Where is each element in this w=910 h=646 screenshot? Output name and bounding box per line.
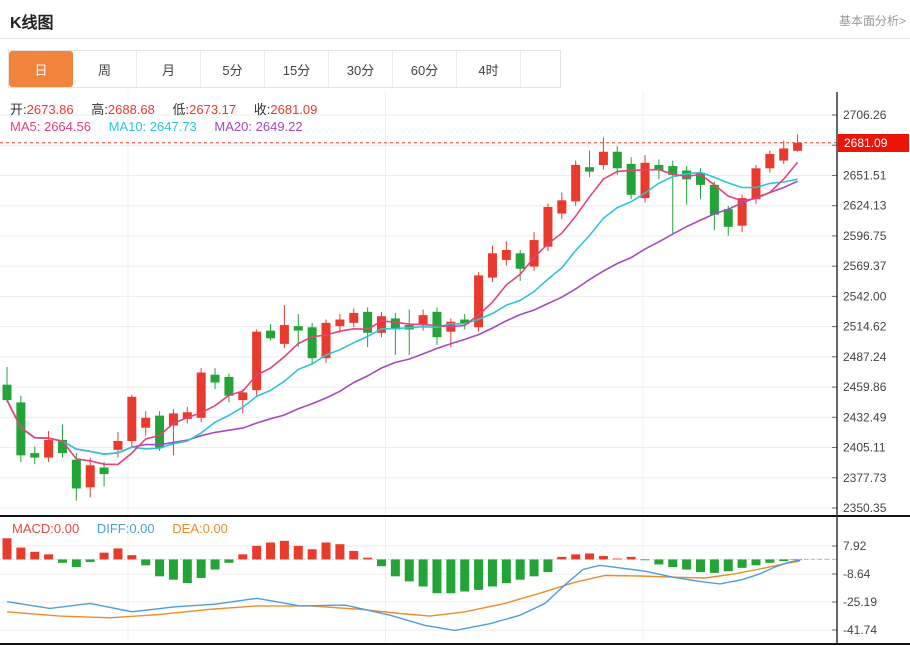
low-label: 低: [172,102,190,117]
svg-text:2377.73: 2377.73 [843,471,887,485]
fundamental-analysis-link[interactable]: 基本面分析> [838,14,906,28]
svg-text:2514.62: 2514.62 [843,320,887,334]
ma20-value: 2649.22 [255,119,303,134]
svg-text:2487.24: 2487.24 [843,350,887,364]
svg-text:2651.51: 2651.51 [843,168,887,182]
close-label: 收: [253,102,271,117]
low-value: 2673.17 [189,102,237,117]
period-tab-bar: 日 周 月 5分 15分 30分 60分 4时 [8,50,561,88]
diff-label: DIFF: [96,521,130,536]
tab-5min[interactable]: 5分 [201,51,265,87]
macd-value: 0.00 [53,521,80,536]
macd-label: MACD: [12,521,54,536]
tab-day[interactable]: 日 [9,51,73,87]
header: K线图 基本面分析> [0,0,910,39]
svg-text:2459.86: 2459.86 [843,380,887,394]
ma5-value: 2664.56 [43,119,91,134]
svg-text:-25.19: -25.19 [843,595,877,609]
svg-text:2596.75: 2596.75 [843,229,887,243]
ma5-label: MA5: [10,119,41,134]
dea-value: 0.00 [202,521,228,536]
page-title: K线图 [10,15,54,32]
close-value: 2681.09 [270,102,318,117]
svg-text:2624.13: 2624.13 [843,199,887,213]
tab-week[interactable]: 周 [73,51,137,87]
svg-text:2350.35: 2350.35 [843,501,887,515]
svg-text:2706.26: 2706.26 [843,108,887,122]
tab-4hour[interactable]: 4时 [457,51,521,87]
ma10-label: MA10: [108,119,147,134]
high-label: 高: [91,102,108,117]
open-value: 2673.86 [26,102,74,117]
svg-text:2405.11: 2405.11 [843,441,886,455]
svg-text:2432.49: 2432.49 [843,410,887,424]
svg-text:-41.74: -41.74 [843,623,877,637]
tab-month[interactable]: 月 [137,51,201,87]
tab-60min[interactable]: 60分 [393,51,457,87]
macd-info-row: MACD:0.00 DIFF:0.00 DEA:0.00 [12,521,228,536]
tab-filler [521,51,560,87]
tab-15min[interactable]: 15分 [265,51,329,87]
svg-text:2569.37: 2569.37 [843,259,887,273]
svg-text:-8.64: -8.64 [843,567,871,581]
svg-text:7.92: 7.92 [843,539,867,553]
ohlc-info-row: 开:2673.86 高:2688.68 低:2673.17 收:2681.09 [10,99,317,118]
svg-text:2542.00: 2542.00 [843,289,887,303]
open-label: 开: [10,102,27,117]
high-value: 2688.68 [107,102,155,117]
diff-value: 0.00 [129,521,155,536]
dea-label: DEA: [172,521,203,536]
current-price-badge: 2681.09 [838,134,909,152]
ma20-label: MA20: [214,119,252,134]
tab-30min[interactable]: 30分 [329,51,393,87]
ma10-value: 2647.73 [149,119,197,134]
ma-info-row: MA5: 2664.56 MA10: 2647.73 MA20: 2649.22 [10,119,303,134]
